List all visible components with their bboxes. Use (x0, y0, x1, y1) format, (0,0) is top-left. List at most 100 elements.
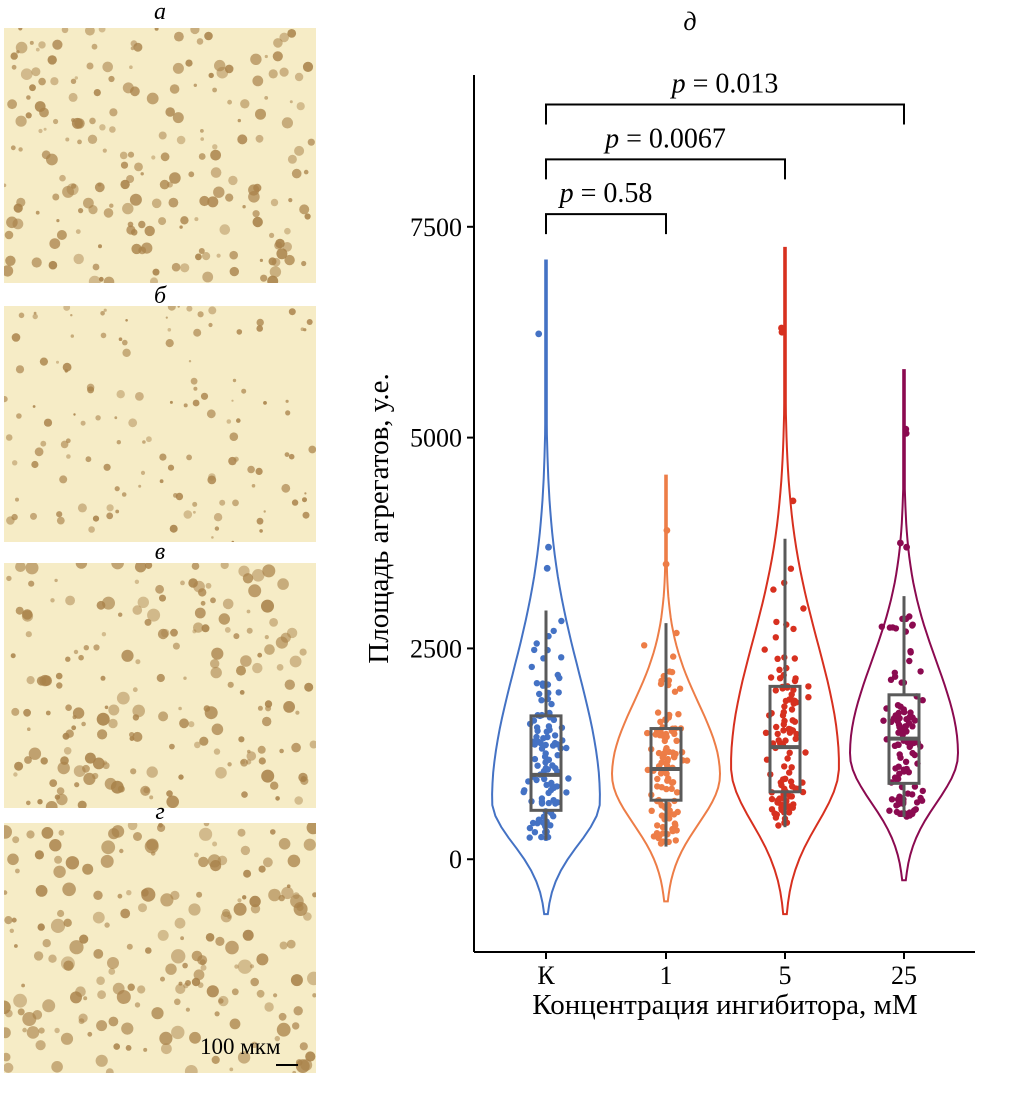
aggregate-dot (202, 252, 211, 261)
aggregate-dot (233, 633, 240, 640)
data-point (526, 834, 533, 841)
y-tick-label: 7500 (410, 213, 462, 242)
aggregate-dot (253, 183, 262, 192)
aggregate-dot (195, 253, 202, 261)
aggregate-dot (219, 499, 226, 506)
aggregate-dot (270, 829, 276, 835)
aggregate-dot (252, 662, 263, 674)
data-point (805, 694, 812, 701)
aggregate-dot (120, 179, 130, 190)
aggregate-dot (229, 250, 238, 260)
aggregate-dot (18, 312, 25, 319)
aggregate-dot (286, 884, 291, 888)
aggregate-dot (158, 131, 167, 140)
aggregate-dot (225, 193, 234, 202)
aggregate-dot (103, 208, 114, 218)
aggregate-dot (141, 889, 149, 897)
data-point (683, 757, 691, 764)
micrograph-a (4, 28, 316, 283)
aggregate-dot (178, 706, 182, 711)
aggregate-dot (65, 704, 72, 711)
aggregate-dot (293, 902, 308, 916)
data-point (776, 666, 783, 673)
aggregate-dot (194, 217, 199, 222)
data-point (768, 795, 776, 803)
data-point (654, 822, 661, 829)
aggregate-dot (190, 377, 198, 385)
aggregate-dot (25, 563, 39, 575)
data-point (663, 785, 670, 793)
aggregate-dot (85, 28, 95, 36)
data-point (781, 703, 788, 710)
aggregate-dot (279, 32, 290, 43)
aggregate-dot (98, 244, 102, 249)
aggregate-dot (240, 99, 250, 109)
aggregate-dot (63, 918, 72, 927)
aggregate-dot (116, 440, 122, 445)
aggregate-dot (114, 486, 120, 492)
data-point (901, 723, 909, 730)
aggregate-dot (216, 253, 221, 258)
aggregate-dot (32, 405, 36, 408)
aggregate-dot (126, 175, 135, 183)
micrograph-d (4, 823, 316, 1073)
aggregate-dot (119, 151, 128, 160)
aggregate-dot (56, 511, 63, 518)
aggregate-dot (242, 929, 254, 941)
aggregate-dot (11, 64, 17, 70)
aggregate-dot (198, 153, 206, 160)
outlier-point (663, 527, 671, 534)
aggregate-dot (130, 46, 135, 51)
aggregate-dot (100, 675, 106, 681)
aggregate-dot (233, 902, 247, 916)
aggregate-dot (211, 647, 224, 660)
aggregate-dot (287, 854, 301, 868)
aggregate-dot (11, 333, 21, 342)
data-point (895, 763, 902, 770)
aggregate-dot (95, 415, 101, 421)
aggregate-dot (21, 610, 34, 622)
data-point (673, 789, 681, 796)
aggregate-dot (256, 953, 269, 966)
aggregate-dot (228, 175, 238, 186)
aggregate-dot (39, 357, 49, 366)
aggregate-dot (304, 492, 307, 495)
aggregate-dot (109, 126, 116, 133)
aggregate-dot (241, 791, 248, 798)
aggregate-dot (38, 41, 46, 49)
data-point (782, 775, 789, 782)
aggregate-dot (206, 985, 219, 998)
aggregate-dot (35, 47, 40, 52)
data-point (558, 617, 565, 625)
aggregate-dot (103, 463, 111, 471)
data-point (880, 717, 887, 724)
aggregate-dot (65, 729, 74, 738)
aggregate-dot (155, 584, 165, 594)
aggregate-dot (49, 839, 62, 852)
aggregate-dot (251, 484, 256, 488)
aggregate-dot (156, 673, 165, 683)
aggregate-dot (150, 851, 156, 856)
aggregate-dot (101, 840, 116, 855)
aggregate-dot (185, 1007, 190, 1012)
aggregate-dot (240, 655, 252, 667)
aggregate-dot (208, 72, 214, 79)
aggregate-dot (210, 149, 222, 161)
aggregate-dot (146, 92, 159, 105)
data-point (541, 775, 548, 783)
aggregate-dot (305, 1051, 316, 1062)
aggregate-dot (89, 117, 96, 125)
data-point (780, 709, 787, 716)
data-point (538, 833, 545, 841)
aggregate-dot (262, 716, 272, 727)
aggregate-dot (258, 865, 266, 873)
data-point (675, 711, 682, 718)
aggregate-dot (165, 963, 177, 975)
aggregate-dot (255, 467, 263, 475)
aggregate-dot (36, 676, 47, 686)
aggregate-dot (4, 916, 13, 925)
aggregate-dot (121, 492, 127, 497)
aggregate-dot (78, 208, 84, 214)
aggregate-dot (49, 238, 61, 250)
data-point (662, 730, 670, 738)
